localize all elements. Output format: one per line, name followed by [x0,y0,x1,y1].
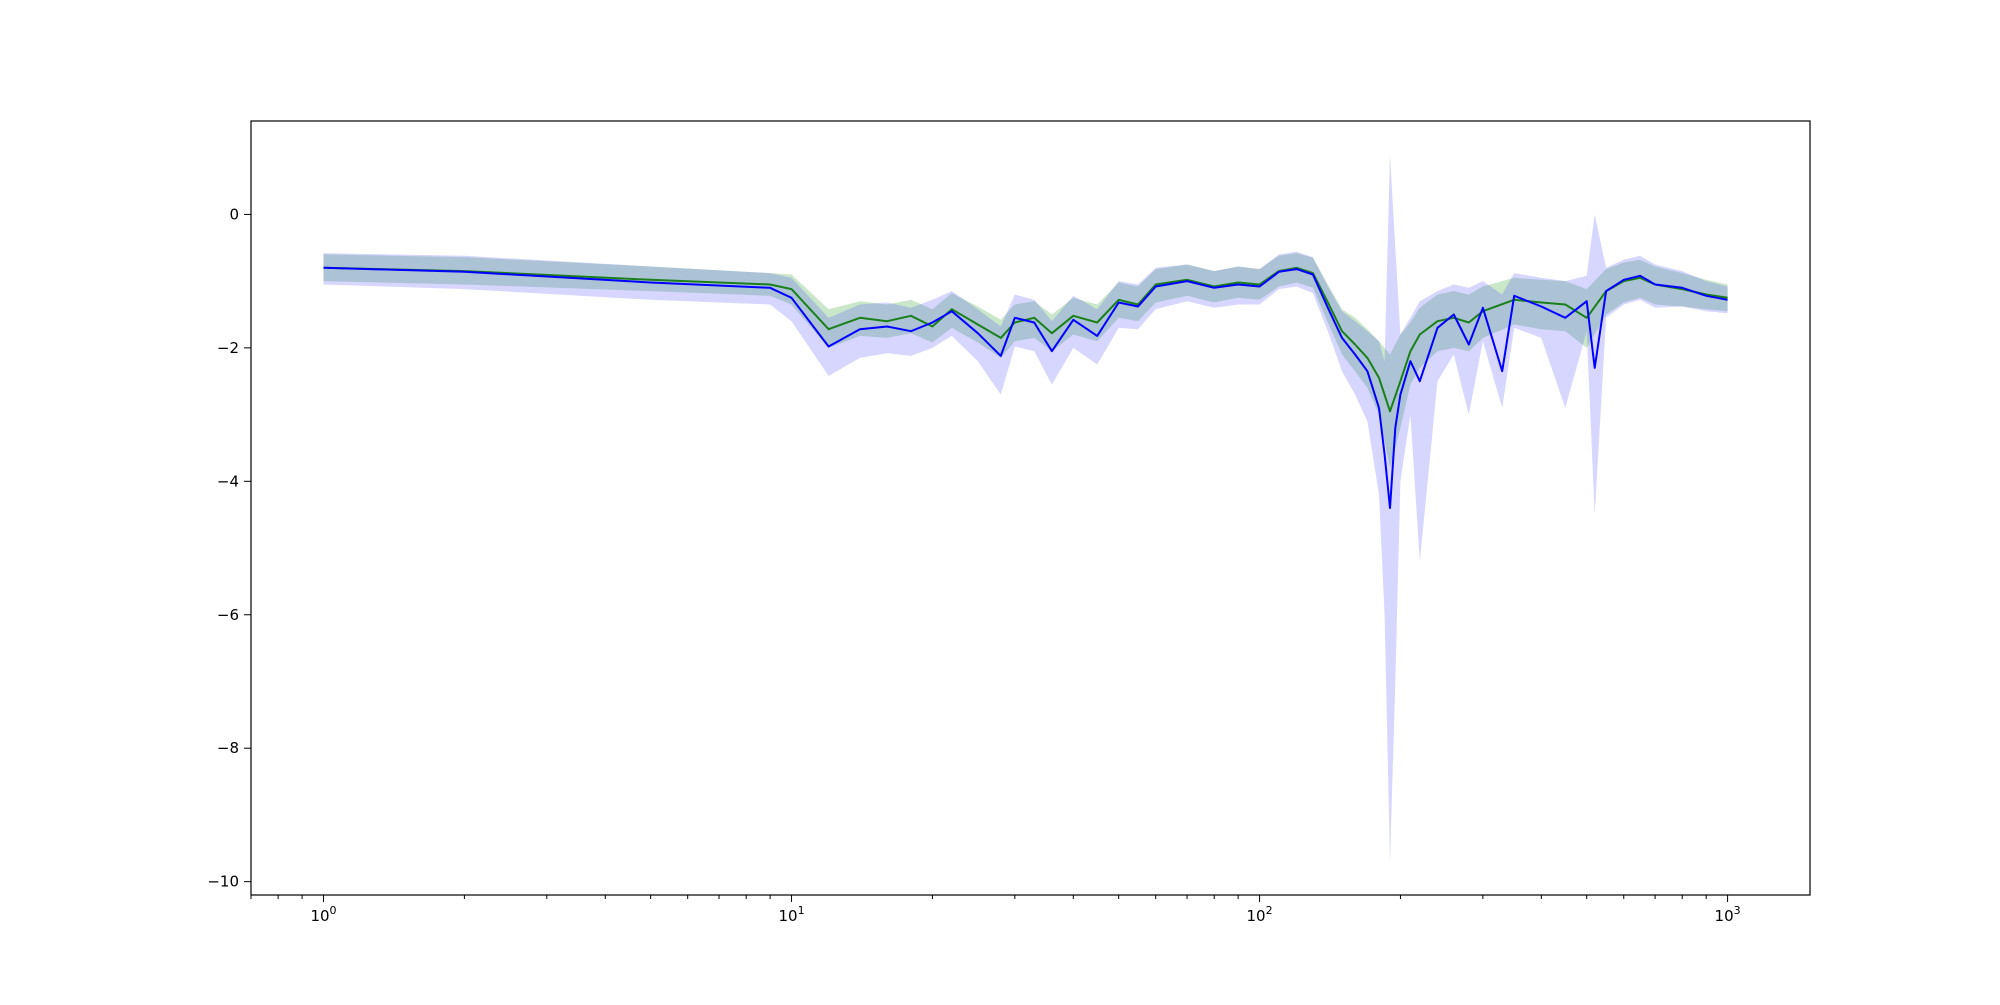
y-tick-label: −10 [207,873,239,891]
series-1-band [323,253,1728,468]
y-axis: 0 −2 −4 −6 −8 −10 [207,205,251,891]
y-tick-label: −4 [217,472,239,490]
series-2-band [323,154,1728,862]
y-tick-label: 0 [229,205,239,223]
confidence-bands [323,154,1728,862]
y-tick-label: −2 [217,339,239,357]
series-2-line [323,266,1728,509]
series-lines [323,266,1728,509]
x-tick-label: 100 [310,904,336,925]
y-tick-label: −8 [217,739,239,757]
x-axis: 100 101 102 103 [250,895,1741,925]
y-tick-label: −6 [217,606,239,624]
plot-frame [250,120,1811,896]
x-tick-label: 102 [1247,904,1273,925]
x-tick-label: 103 [1715,904,1741,925]
x-tick-label: 101 [778,904,804,925]
